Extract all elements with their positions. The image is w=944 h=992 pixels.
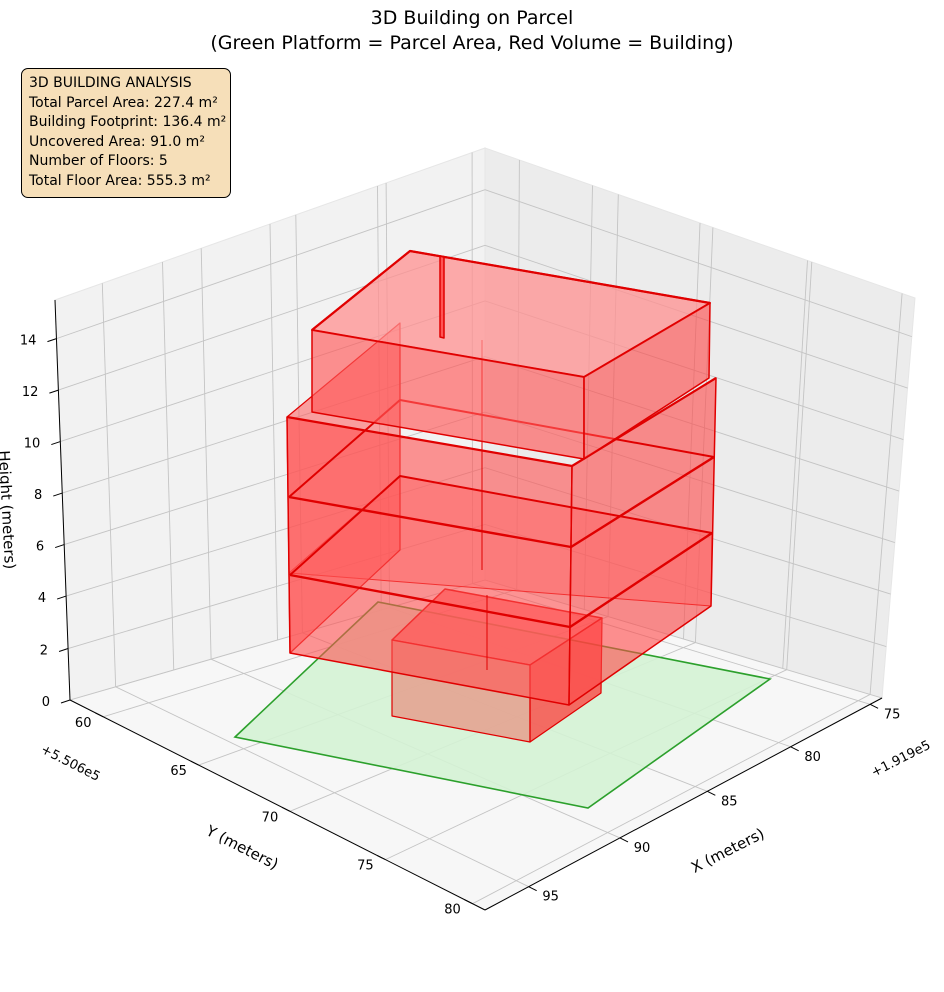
left-wall-vertical — [162, 261, 175, 671]
x-tick — [790, 746, 799, 752]
x-gridline-wall — [200, 248, 212, 660]
building-volume — [286, 249, 717, 743]
z-tick — [53, 492, 63, 497]
z-tick-label: 8 — [34, 488, 42, 503]
z-axis-line — [54, 299, 71, 701]
y-tick — [377, 855, 386, 861]
right-wall-vertical — [782, 260, 808, 669]
info-total-parcel-area: Total Parcel Area: 227.4 m² — [29, 94, 218, 111]
info-title: 3D BUILDING ANALYSIS — [29, 75, 192, 91]
y-offset-label: +5.506e5 — [38, 742, 102, 785]
x-gridline — [115, 686, 529, 888]
chart-title: 3D Building on Parcel — [370, 7, 574, 29]
z-tick-label: 12 — [22, 385, 39, 400]
floor-line-3-back — [289, 475, 713, 576]
z-tick-label: 4 — [38, 591, 46, 606]
info-building-footprint: Building Footprint: 136.4 m² — [29, 114, 227, 131]
info-uncovered-area: Uncovered Area: 91.0 m² — [29, 133, 205, 150]
z-tick-label: 6 — [36, 540, 44, 555]
z-tick — [58, 648, 69, 652]
z-tick-label: 2 — [40, 644, 48, 659]
main-top-edge — [286, 377, 717, 468]
x-axis-label: X (meters) — [688, 824, 767, 876]
floor-line-5 — [288, 455, 715, 549]
info-number-of-floors: Number of Floors: 5 — [29, 153, 168, 170]
y-tick — [464, 899, 473, 905]
y-axis-line — [69, 699, 486, 911]
x-tick-label: 80 — [804, 750, 821, 765]
stair-core — [439, 255, 445, 339]
upper-top-outline — [311, 249, 711, 331]
x-tick — [619, 837, 629, 843]
y-tick — [190, 760, 199, 766]
chart-subtitle: (Green Platform = Parcel Area, Red Volum… — [210, 32, 734, 54]
y-tick — [94, 712, 104, 718]
y-tick-label: 75 — [357, 859, 374, 874]
y-tick — [281, 806, 291, 812]
x-gridline-wall — [101, 283, 117, 687]
axis-ticks — [47, 338, 879, 905]
x-tick-label: 90 — [634, 841, 651, 856]
z-tick-label: 0 — [42, 695, 50, 710]
y-gridline-wall — [786, 261, 813, 670]
x-tick-label: 85 — [721, 794, 738, 809]
y-tick-label: 65 — [170, 764, 187, 779]
z-tick — [49, 389, 59, 394]
floor-line-3 — [289, 531, 713, 629]
info-total-floor-area: Total Floor Area: 555.3 m² — [29, 172, 211, 189]
y-tick-label: 60 — [75, 716, 92, 731]
x-tick — [707, 790, 716, 796]
y-gridline — [472, 694, 871, 905]
axis-tick-labels: 60 65 70 75 80 75 80 85 90 95 0 2 4 6 8 10 12 14 — [20, 334, 900, 918]
y-tick-label: 70 — [262, 810, 279, 825]
z-tick-label: 14 — [20, 334, 37, 349]
z-tick — [51, 441, 61, 446]
info-box: 3D BUILDING ANALYSIS Total Parcel Area: … — [21, 68, 231, 198]
x-tick — [869, 703, 879, 709]
x-tick — [528, 886, 537, 892]
upper-side — [583, 302, 711, 460]
z-tick — [56, 595, 67, 600]
z-tick-label: 10 — [24, 437, 41, 452]
z-tick — [47, 338, 57, 343]
z-tick — [60, 699, 71, 704]
y-gridline-wall — [869, 293, 903, 695]
left-wall-vertical — [269, 223, 278, 641]
z-tick — [55, 544, 65, 549]
z-axis-label: Height (meters) — [0, 450, 19, 570]
x-offset-label: +1.919e5 — [869, 738, 933, 781]
x-tick-label: 95 — [542, 890, 559, 905]
x-tick-label: 75 — [884, 707, 901, 722]
y-axis-label: Y (meters) — [202, 821, 281, 873]
x-axis-line — [484, 697, 883, 911]
y-tick-label: 80 — [444, 903, 461, 918]
